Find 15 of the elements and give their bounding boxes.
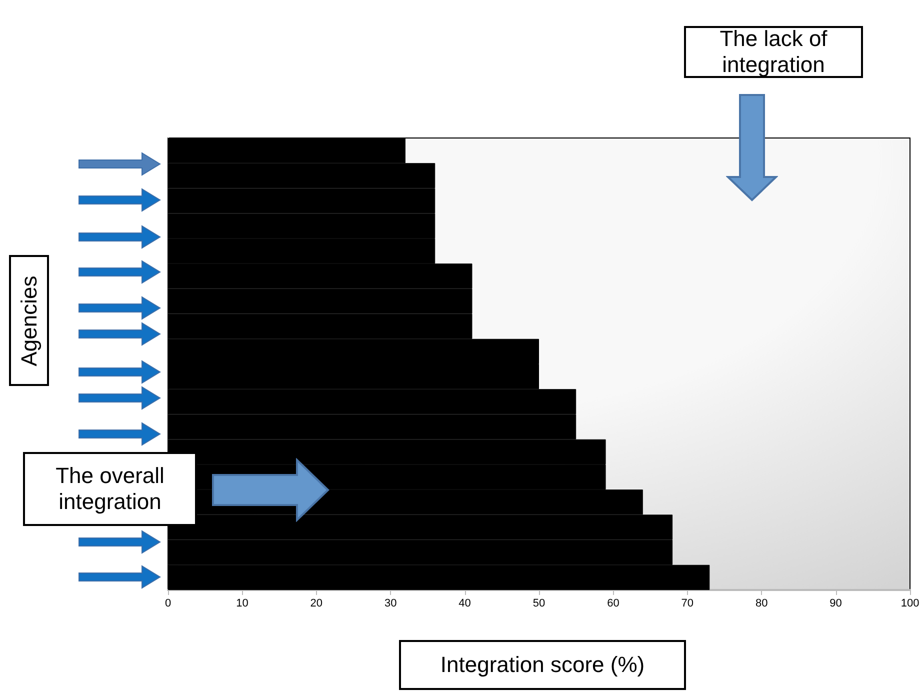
x-axis-title: Integration score (%) bbox=[440, 652, 645, 678]
x-tick-label: 80 bbox=[755, 598, 768, 610]
x-tick-label: 20 bbox=[310, 598, 323, 610]
x-tick-label: 50 bbox=[532, 598, 546, 610]
text: The overall integration bbox=[54, 463, 166, 515]
text: The lack of integration bbox=[718, 26, 828, 78]
x-tick-label: 70 bbox=[681, 598, 694, 610]
x-tick-label: 100 bbox=[900, 598, 920, 610]
x-tick-label: 60 bbox=[607, 598, 620, 610]
x-tick-label: 30 bbox=[384, 598, 397, 610]
x-tick-label: 40 bbox=[458, 598, 471, 610]
x-tick-label: 90 bbox=[830, 598, 842, 610]
x-tick-label: 0 bbox=[164, 598, 172, 610]
text: Agencies bbox=[16, 275, 42, 366]
x-tick-label: 10 bbox=[236, 598, 248, 610]
